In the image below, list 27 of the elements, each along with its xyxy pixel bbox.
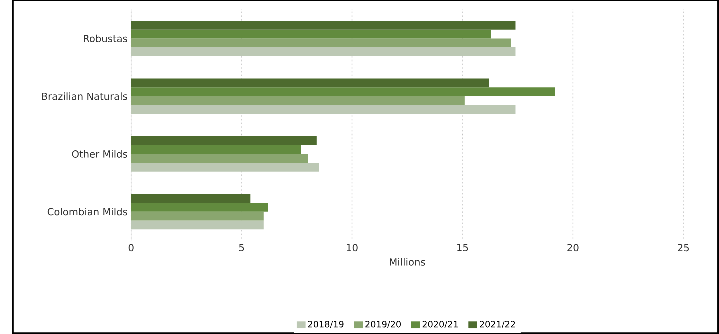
legend-label: 2020/21	[422, 321, 458, 328]
legend-label: 2021/22	[480, 321, 516, 328]
y-tick-label: Robustas	[84, 34, 128, 42]
x-axis-title: Millions	[390, 258, 426, 266]
x-tick-label: 20	[568, 244, 579, 252]
y-tick-label: Other Milds	[72, 150, 128, 158]
y-tick-label: Brazilian Naturals	[42, 92, 128, 100]
bar	[131, 38, 512, 48]
bar	[131, 20, 516, 30]
bar	[131, 78, 490, 88]
x-tick-label: 0	[128, 244, 134, 252]
bar	[131, 203, 268, 212]
x-tick-label: 5	[239, 244, 244, 252]
bar	[131, 136, 317, 146]
bar	[131, 154, 308, 163]
x-tick-label: 10	[347, 244, 358, 252]
bar	[131, 88, 556, 96]
bar	[131, 30, 492, 39]
bar	[131, 212, 264, 221]
x-tick-label: 15	[458, 244, 468, 252]
x-tick-label: 25	[678, 244, 689, 252]
bar	[131, 96, 465, 106]
bar	[131, 145, 302, 154]
legend-label: 2019/20	[366, 321, 402, 328]
legend-label: 2018/19	[308, 321, 344, 328]
bar	[131, 194, 251, 203]
y-tick-label: Colombian Milds	[48, 208, 128, 216]
